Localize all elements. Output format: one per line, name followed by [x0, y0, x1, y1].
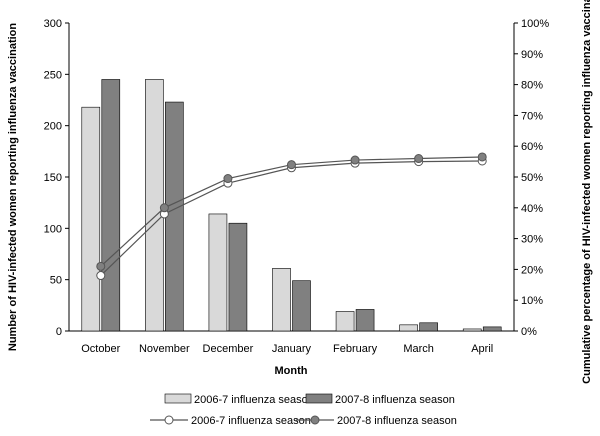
- right-tick-label: 50%: [521, 172, 543, 184]
- right-tick-label: 80%: [521, 80, 543, 92]
- right-tick-label: 100%: [521, 18, 549, 30]
- x-axis-title: Month: [275, 365, 308, 377]
- legend-label-bar-2007-8: 2007-8 influenza season: [335, 394, 455, 406]
- legend-swatch-bar-2006-7: [164, 393, 192, 404]
- x-tick-label: March: [403, 343, 434, 355]
- cumulative-point-2007-8-february: [350, 155, 360, 165]
- bar-2007-8-december: [228, 222, 248, 332]
- right-tick-label: 90%: [521, 49, 543, 61]
- bar-2006-7-november: [145, 79, 164, 332]
- bar-2006-7-december: [208, 213, 228, 332]
- left-tick-label: 100: [44, 223, 62, 235]
- bar-2006-7-february: [335, 311, 355, 332]
- cumulative-point-2007-8-december: [223, 174, 233, 184]
- y-axis-title-right: Cumulative percentage of HIV-infected wo…: [581, 0, 593, 384]
- right-tick-label: 0%: [521, 326, 537, 338]
- right-tick-label: 30%: [521, 234, 543, 246]
- x-tick-label: February: [333, 343, 378, 355]
- legend-label-line-2007-8: 2007-8 influenza season: [337, 415, 457, 427]
- x-tick-label: April: [471, 343, 493, 355]
- legend-label-bar-2006-7: 2006-7 influenza season: [194, 394, 314, 406]
- left-tick-label: 150: [44, 172, 62, 184]
- left-tick-label: 250: [44, 69, 62, 81]
- cumulative-point-2007-8-november: [159, 203, 169, 213]
- bar-group: [81, 79, 502, 332]
- right-tick-label: 40%: [521, 203, 543, 215]
- bar-2006-7-october: [81, 106, 101, 332]
- y-axis-title-left: Number of HIV-infected women reporting i…: [7, 23, 19, 351]
- legend-swatch-bar-2007-8: [305, 393, 333, 404]
- line-group: [96, 152, 487, 281]
- cumulative-point-2007-8-october: [96, 261, 106, 271]
- x-tick-label: November: [139, 343, 190, 355]
- bar-2006-7-january: [272, 268, 291, 332]
- cumulative-point-2007-8-april: [477, 152, 487, 162]
- bar-2007-8-november: [165, 101, 184, 332]
- right-tick-label: 20%: [521, 264, 543, 276]
- bar-2007-8-january: [292, 280, 311, 332]
- legend-marker-2007-8: [310, 415, 320, 425]
- left-tick-label: 50: [50, 275, 62, 287]
- legend-label-line-2006-7: 2006-7 influenza season: [191, 415, 311, 427]
- bar-2007-8-april: [482, 326, 502, 332]
- legend: 2006-7 influenza season 2007-8 influenza…: [150, 393, 457, 427]
- bar-2007-8-october: [101, 79, 121, 332]
- left-tick-label: 200: [44, 121, 62, 133]
- left-tick-label: 0: [56, 326, 62, 338]
- plot-area: [68, 23, 515, 332]
- bar-2006-7-april: [462, 328, 482, 332]
- legend-marker-2006-7: [164, 415, 174, 425]
- cumulative-point-2007-8-january: [287, 160, 296, 170]
- cumulative-point-2006-7-october: [96, 271, 106, 281]
- right-tick-label: 60%: [521, 141, 543, 153]
- right-tick-label: 70%: [521, 110, 543, 122]
- left-y-ticks: 0 50 100 150 200 250 300: [44, 18, 69, 338]
- right-tick-label: 10%: [521, 295, 543, 307]
- x-tick-label: October: [81, 343, 120, 355]
- cumulative-point-2007-8-march: [414, 154, 424, 164]
- x-tick-label: January: [272, 343, 312, 355]
- left-tick-label: 300: [44, 18, 62, 30]
- bar-2007-8-february: [355, 309, 375, 332]
- bar-2007-8-march: [419, 322, 438, 332]
- x-tick-label: December: [203, 343, 254, 355]
- x-tick-labels: October November December January February Ma…: [81, 343, 493, 355]
- bar-2006-7-march: [399, 324, 418, 332]
- right-y-ticks: 0% 10% 20% 30% 40% 50% 60% 70% 80% 90% 100%: [514, 18, 549, 338]
